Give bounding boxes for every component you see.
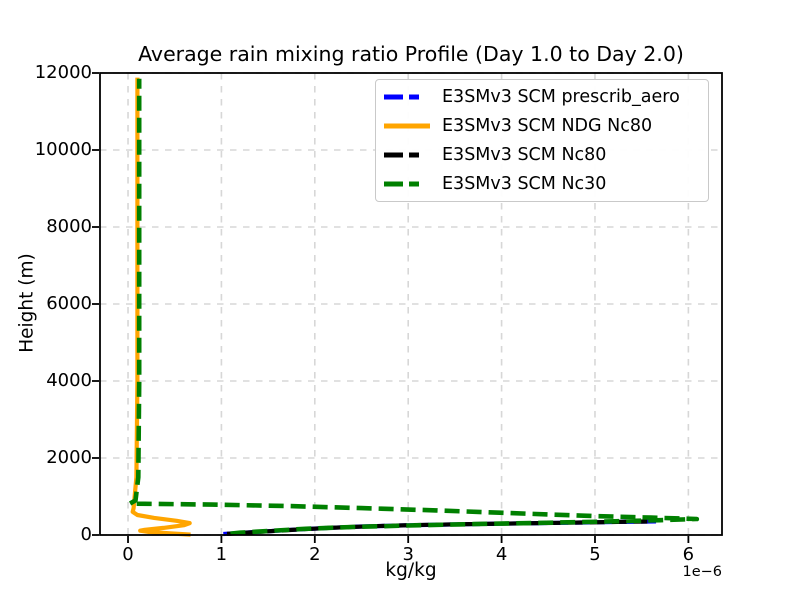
x-tick-label: 1 [215, 544, 228, 565]
legend-item-nc30: E3SMv3 SCM Nc30 [382, 170, 702, 198]
x-tick-label: 0 [122, 544, 134, 565]
legend: E3SMv3 SCM prescrib_aero E3SMv3 SCM NDG … [375, 79, 709, 202]
series-line-nc30 [127, 78, 700, 537]
legend-item-prescrib-aero: E3SMv3 SCM prescrib_aero [382, 83, 702, 111]
y-tick-label: 0 [80, 524, 92, 545]
x-tick-label: 4 [495, 544, 508, 565]
legend-label: E3SMv3 SCM prescrib_aero [442, 87, 680, 108]
x-tick-label: 3 [402, 544, 414, 565]
legend-label: E3SMv3 SCM Nc80 [442, 144, 607, 165]
legend-line-sample-icon [384, 123, 430, 129]
x-tick-label: 5 [589, 544, 601, 565]
legend-item-nc80: E3SMv3 SCM Nc80 [382, 141, 702, 169]
chart-title: Average rain mixing ratio Profile (Day 1… [138, 42, 684, 66]
y-tick-label: 8000 [46, 216, 92, 237]
x-axis-offset-text: 1e−6 [682, 564, 722, 580]
y-tick-label: 4000 [46, 370, 92, 391]
legend-line-sample-icon [384, 181, 430, 187]
y-tick-label: 6000 [46, 293, 92, 314]
x-tick-label: 2 [309, 544, 321, 565]
y-tick-label: 12000 [34, 62, 92, 83]
legend-label: E3SMv3 SCM Nc30 [442, 173, 607, 194]
y-tick-label: 10000 [34, 139, 92, 160]
axes-spines [99, 72, 723, 536]
legend-line-sample-icon [384, 152, 430, 158]
x-axis-label: kg/kg [385, 560, 437, 581]
legend-line-sample-icon [384, 94, 430, 100]
legend-item-ndg-nc80: E3SMv3 SCM NDG Nc80 [382, 112, 702, 140]
x-tick-label: 6 [682, 544, 695, 565]
y-tick-label: 2000 [46, 447, 92, 468]
legend-label: E3SMv3 SCM NDG Nc80 [442, 116, 653, 137]
